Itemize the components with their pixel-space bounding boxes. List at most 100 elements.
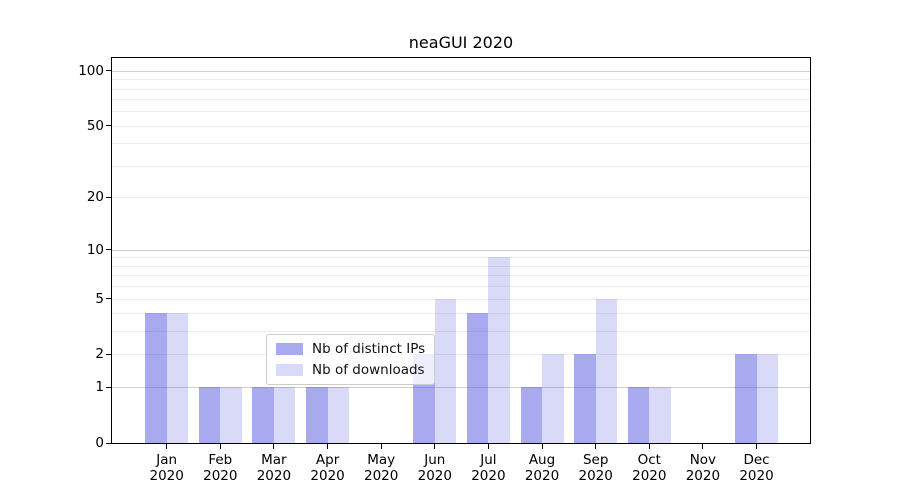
x-axis-tick <box>219 444 221 449</box>
legend-label: Nb of downloads <box>312 362 425 378</box>
x-axis-tick-label: Mar 2020 <box>231 452 317 484</box>
x-axis-tick-label-line: Jan <box>156 452 178 468</box>
x-axis-tick-label: Feb 2020 <box>177 452 263 484</box>
y-axis-tick-label: 1 <box>95 379 104 396</box>
y-axis-tick-label: 100 <box>78 62 104 79</box>
gridline-major <box>112 249 810 251</box>
x-axis-tick-label-line: Oct <box>637 452 661 468</box>
bar-downloads <box>488 257 510 444</box>
x-axis-tick-label: Oct 2020 <box>606 452 692 484</box>
x-axis-tick-label-line: 2020 <box>578 468 613 484</box>
gridline-minor <box>112 125 810 127</box>
x-axis-tick-label: Jul 2020 <box>445 452 531 484</box>
gridline-minor <box>112 88 810 90</box>
x-axis-tick-label-line: 2020 <box>632 468 667 484</box>
x-axis-tick-label-line: Feb <box>208 452 233 468</box>
bar-distinct-ips <box>466 313 489 443</box>
chart-title: neaGUI 2020 <box>408 33 514 52</box>
x-axis-tick <box>380 444 382 449</box>
x-axis-tick <box>595 444 597 449</box>
x-axis-tick-label-line: 2020 <box>417 468 452 484</box>
gridline-minor <box>112 143 810 145</box>
x-axis-tick-label-line: Aug <box>528 452 556 468</box>
gridline-major <box>112 387 810 389</box>
gridline-minor <box>112 275 810 277</box>
bar-downloads <box>273 387 296 443</box>
bar-downloads <box>756 354 778 443</box>
x-axis-tick <box>541 444 543 449</box>
x-axis-tick-label-line: 2020 <box>149 468 184 484</box>
x-axis-tick-label-line: Jul <box>480 452 497 468</box>
x-axis-tick-label-line: May <box>367 452 396 468</box>
y-axis-tick-label: 0 <box>95 435 104 451</box>
x-axis-tick-label-line: 2020 <box>364 468 399 484</box>
gridline-minor <box>112 197 810 199</box>
y-axis-tick-label: 20 <box>86 189 104 206</box>
y-axis-tick <box>106 125 111 127</box>
legend-swatch-downloads <box>276 364 303 376</box>
x-axis-tick <box>327 444 329 449</box>
bar-distinct-ips <box>627 387 650 443</box>
x-axis-tick <box>273 444 275 449</box>
x-axis-tick-label: Jan 2020 <box>124 452 210 484</box>
bar-downloads <box>166 313 189 443</box>
bar-distinct-ips <box>574 354 596 443</box>
y-axis-tick <box>106 70 111 72</box>
bar-distinct-ips <box>306 387 328 443</box>
x-axis-tick-label-line: Mar <box>261 452 287 468</box>
x-axis-tick-label: May 2020 <box>338 452 424 484</box>
x-axis-tick <box>756 444 757 449</box>
bar-distinct-ips <box>145 313 167 443</box>
y-axis-tick <box>106 442 111 444</box>
legend-label: Nb of distinct IPs <box>312 341 426 357</box>
y-axis-tick-label: 50 <box>86 117 104 134</box>
x-axis-tick-label-line: Jun <box>424 452 446 468</box>
legend-item: Nb of distinct IPs <box>276 342 425 356</box>
x-axis-tick-label: Dec 2020 <box>714 452 800 484</box>
gridline-minor <box>112 298 810 300</box>
bar-distinct-ips <box>735 354 757 443</box>
x-axis-tick-label-line: 2020 <box>739 468 774 484</box>
bar-distinct-ips <box>520 387 542 443</box>
x-axis-tick <box>702 444 704 449</box>
gridline-minor <box>112 354 810 356</box>
x-axis-tick-label-line: 2020 <box>524 468 560 484</box>
gridline-minor <box>112 79 810 81</box>
x-axis-tick-label-line: Apr <box>315 452 340 468</box>
x-axis-tick <box>434 444 436 449</box>
plot-area <box>106 57 811 449</box>
bar-downloads <box>542 354 564 443</box>
legend: Nb of distinct IPs Nb of downloads <box>266 334 436 385</box>
x-axis-tick-label-line: 2020 <box>685 468 721 484</box>
x-axis-tick-label: Aug 2020 <box>499 452 585 484</box>
y-axis-tick <box>106 298 111 299</box>
x-axis-tick-label-line: Sep <box>582 452 609 468</box>
x-axis-tick-label-line: 2020 <box>471 468 506 484</box>
gridline-minor <box>112 111 810 113</box>
bar-downloads <box>595 298 618 443</box>
gridline-minor <box>112 265 810 267</box>
gridline-minor <box>112 99 810 101</box>
y-axis-tick-label: 10 <box>86 241 104 258</box>
y-axis-tick <box>106 353 111 355</box>
y-axis-tick <box>106 196 111 198</box>
y-axis-tick <box>106 386 111 388</box>
x-axis-tick-label-line: 2020 <box>310 468 345 484</box>
x-axis-tick-label-line: 2020 <box>256 468 292 484</box>
gridline-minor <box>112 257 810 259</box>
gridline-minor <box>112 331 810 333</box>
bar-downloads <box>327 387 350 443</box>
bar-downloads <box>434 298 457 443</box>
bar-distinct-ips <box>198 387 221 443</box>
bar-downloads <box>220 387 242 443</box>
y-axis-tick <box>106 249 111 251</box>
gridline-minor <box>112 166 810 167</box>
x-axis-tick <box>487 444 489 449</box>
x-axis-tick-label-line: Nov <box>689 452 717 468</box>
gridline-major <box>112 70 810 72</box>
x-axis-tick <box>166 444 168 449</box>
legend-item: Nb of downloads <box>276 363 425 377</box>
gridline-minor <box>112 313 810 315</box>
x-axis-tick-label: Jun 2020 <box>392 452 478 484</box>
